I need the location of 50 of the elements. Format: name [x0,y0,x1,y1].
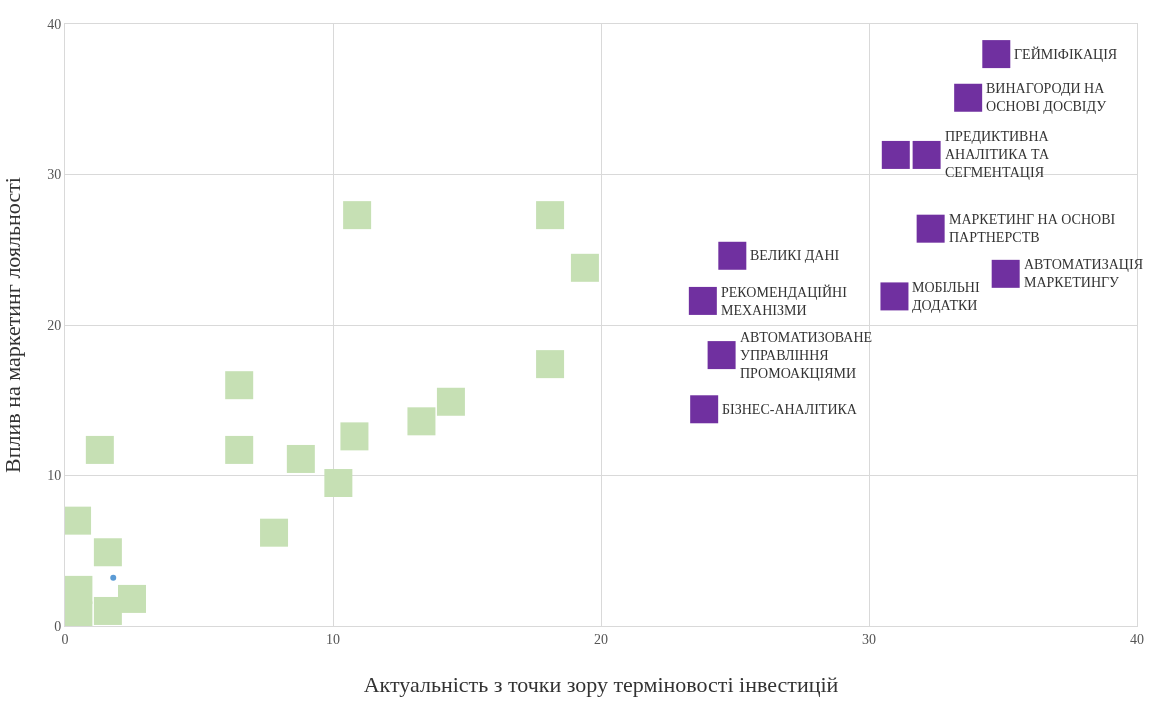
point [65,506,92,535]
point [286,444,315,473]
point [118,584,146,613]
point [880,282,909,311]
y-tick-label: 30 [47,167,62,183]
point [324,469,353,498]
y-tick-label: 20 [47,317,62,333]
x-axis-title: Актуальність з точки зору терміновості інвестицій [363,671,839,697]
x-tick-label: 20 [594,631,608,647]
y-tick-label: 40 [47,16,62,32]
y-tick-label: 0 [54,618,62,634]
point [570,253,599,282]
point [343,201,372,230]
point [407,407,436,436]
annotation: ГЕЙМІФІКАЦІЯ [1014,46,1118,62]
annotation: МАРКЕТИНГ НА ОСНОВІ ПАРТНЕРСТВ [949,212,1116,246]
x-tick-label: 10 [326,631,340,647]
annotation: ПРЕДИКТИВНА АНАЛІТИКА ТА СЕГМЕНТАЦІЯ [945,129,1050,181]
point [916,214,945,243]
point [93,538,122,567]
point [982,40,1011,69]
point [954,83,983,112]
annotation: БІЗНЕС-АНАЛІТИКА [722,402,858,417]
point [93,596,122,625]
annotation: РЕКОМЕНДАЦІЙНІ МЕХАНІЗМИ [721,284,848,319]
point [436,387,465,416]
annotation: ВИНАГОРОДИ НА ОСНОВІ ДОСВІДУ [986,81,1107,115]
annotation: АВТОМАТИЗОВАНЕ УПРАВЛІННЯ ПРОМОАКЦІЯМИ [740,330,873,382]
point [912,140,941,169]
point [225,371,254,400]
annotation: МОБІЛЬНІ ДОДАТКИ [912,280,980,314]
annotation: ВЕЛИКІ ДАНІ [750,248,840,263]
point [536,201,565,230]
point [707,341,736,370]
point [991,259,1020,288]
x-tick-label: 40 [1130,631,1144,647]
point [690,395,719,424]
point [225,435,254,464]
y-axis-title: Вплив на маркетинг лояльності [0,177,25,473]
annotation: АВТОМАТИЗАЦІЯ МАРКЕТИНГУ [1024,257,1143,291]
point [536,350,565,379]
point [688,286,717,315]
point [881,140,910,169]
point [85,435,114,464]
point [340,422,369,451]
point [718,241,747,270]
point [260,518,289,547]
point [110,574,117,581]
x-tick-label: 30 [862,631,876,647]
y-tick-label: 10 [47,468,62,484]
